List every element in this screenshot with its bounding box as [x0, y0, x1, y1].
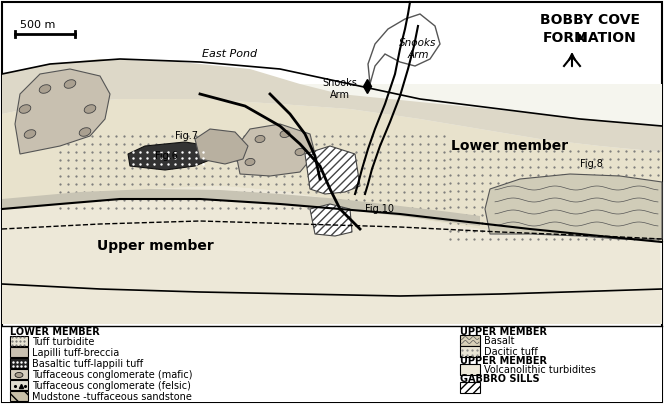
Text: Volcanolithic turbidites: Volcanolithic turbidites [484, 365, 596, 375]
Text: Upper member: Upper member [97, 239, 213, 253]
Text: Fig.7: Fig.7 [175, 131, 198, 141]
Text: Tuff turbidite: Tuff turbidite [32, 337, 94, 347]
Bar [460, 364, 480, 375]
Polygon shape [235, 124, 315, 176]
Polygon shape [15, 69, 110, 154]
Ellipse shape [255, 135, 265, 143]
Ellipse shape [245, 158, 255, 166]
Text: Basalt: Basalt [484, 336, 515, 346]
Ellipse shape [39, 85, 51, 93]
Text: Fig.6: Fig.6 [155, 151, 178, 161]
Text: Dacitic tuff: Dacitic tuff [484, 347, 538, 357]
Ellipse shape [84, 105, 96, 113]
Text: LOWER MEMBER: LOWER MEMBER [10, 327, 100, 337]
Text: Snooks
Arm: Snooks Arm [399, 38, 437, 60]
Polygon shape [128, 142, 212, 170]
Polygon shape [2, 59, 662, 152]
Bar [10, 347, 28, 357]
Polygon shape [305, 146, 360, 194]
Bar [10, 336, 28, 346]
Text: UPPER MEMBER: UPPER MEMBER [460, 356, 547, 366]
Ellipse shape [19, 105, 31, 113]
Bar [460, 335, 480, 346]
Text: Fig.8: Fig.8 [580, 159, 603, 169]
Text: 500 m: 500 m [20, 20, 55, 30]
Bar [2, 326, 662, 402]
Text: Tuffaceous conglomerate (mafic): Tuffaceous conglomerate (mafic) [32, 370, 193, 380]
Ellipse shape [295, 148, 305, 156]
Text: Lapilli tuff-breccia: Lapilli tuff-breccia [32, 348, 120, 358]
Ellipse shape [280, 130, 290, 137]
Polygon shape [310, 204, 352, 236]
Text: GABBRO SILLS: GABBRO SILLS [460, 374, 540, 384]
Text: Basaltic tuff-lappili tuff: Basaltic tuff-lappili tuff [32, 359, 143, 369]
Bar [10, 391, 28, 401]
Bar [460, 346, 480, 357]
Polygon shape [2, 186, 662, 324]
Bar [10, 369, 28, 379]
Bar [2, 84, 662, 324]
Text: N: N [577, 34, 586, 44]
Polygon shape [2, 99, 662, 242]
Bar [10, 380, 28, 390]
Text: Snooks
Arm: Snooks Arm [323, 78, 357, 100]
Text: BOBBY COVE
FORMATION: BOBBY COVE FORMATION [540, 13, 640, 45]
Text: East Pond: East Pond [203, 49, 258, 59]
Text: UPPER MEMBER: UPPER MEMBER [460, 327, 547, 337]
Text: Mudstone -tuffaceous sandstone: Mudstone -tuffaceous sandstone [32, 392, 192, 402]
Ellipse shape [64, 80, 76, 88]
Polygon shape [195, 129, 248, 164]
Polygon shape [368, 14, 440, 84]
Ellipse shape [79, 128, 91, 136]
Ellipse shape [15, 372, 23, 377]
Bar [460, 382, 480, 393]
Text: Fig.10: Fig.10 [365, 204, 394, 214]
Text: Lower member: Lower member [452, 139, 568, 153]
Ellipse shape [24, 130, 36, 138]
Polygon shape [2, 189, 480, 226]
Text: Tuffaceous conglomerate (felsic): Tuffaceous conglomerate (felsic) [32, 381, 191, 391]
Polygon shape [485, 174, 662, 239]
Bar [10, 358, 28, 368]
